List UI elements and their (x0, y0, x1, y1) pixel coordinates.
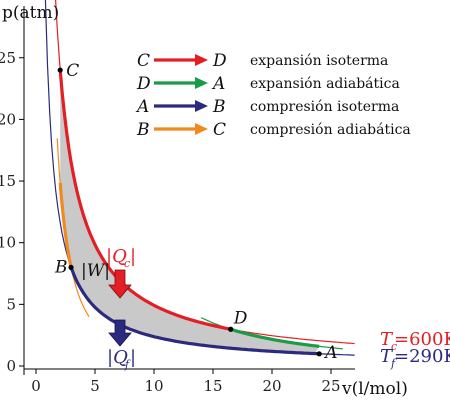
state-point-B (68, 264, 74, 270)
work-label: |W| (81, 261, 110, 281)
legend-arrowhead (195, 77, 208, 89)
y-axis-label: p(atm) (2, 3, 59, 23)
legend-to-D: D (212, 51, 227, 71)
legend-from-D: D (136, 74, 151, 94)
legend-arrowhead (195, 54, 208, 66)
y-tick-label: 0 (6, 357, 16, 375)
y-tick-label: 10 (0, 234, 16, 252)
heat-out-annotation: |Q f | (107, 319, 136, 371)
legend-label: expansión adiabática (250, 76, 400, 92)
legend-from-B: B (136, 120, 150, 140)
isotherm-label-cold: T f =290K (380, 346, 450, 370)
segment-A-B (69, 266, 320, 356)
legend-arrowhead (195, 123, 208, 135)
isotherm-cold-subscript: f (390, 357, 397, 370)
x-tick-label: 5 (90, 377, 100, 395)
qc-sub: c (124, 257, 130, 270)
qf-bar: | (130, 347, 136, 368)
isotherm-hot-value: =600K (394, 329, 450, 350)
isotherm-label-hot: T c =600K (380, 329, 450, 353)
x-tick-label: 15 (203, 377, 222, 395)
isotherm-hot-symbol: T (380, 329, 394, 350)
legend-from-A: A (135, 97, 149, 117)
state-point-C (57, 67, 63, 73)
x-tick-label: 0 (31, 377, 41, 395)
legend-to-B: B (212, 97, 226, 117)
legend-label: compresión isoterma (250, 99, 399, 115)
y-tick-label: 15 (0, 172, 16, 190)
heat-out-arrow (108, 319, 132, 347)
qc-main: |Q (106, 246, 127, 267)
state-point-A (316, 351, 322, 357)
isotherm-cold-symbol: T (380, 346, 394, 367)
qf-main: |Q (107, 347, 128, 368)
legend-from-C: C (137, 51, 150, 71)
qc-bar: | (130, 246, 136, 267)
segment-B-C (58, 182, 73, 268)
qf-sub: f (124, 358, 131, 371)
state-label-C: C (66, 61, 79, 81)
legend-label: expansión isoterma (250, 53, 388, 69)
state-label-B: B (54, 257, 68, 277)
y-tick-label: 25 (0, 49, 16, 67)
x-tick-label: 10 (144, 377, 163, 395)
legend-label: compresión adiabática (250, 122, 411, 138)
state-point-D (228, 326, 234, 332)
y-tick-label: 20 (0, 110, 16, 128)
x-axis-label: v(l/mol) (341, 379, 408, 399)
x-tick-label: 20 (262, 377, 281, 395)
state-label-A: A (323, 343, 337, 363)
state-label-D: D (233, 308, 248, 328)
heat-in-annotation: |Q c | (106, 246, 136, 299)
isotherm-cold-value: =290K (394, 346, 450, 367)
legend-arrowhead (195, 100, 208, 112)
legend-to-C: C (213, 120, 226, 140)
segment-C-D (58, 69, 231, 331)
y-tick-label: 5 (6, 295, 16, 313)
x-tick-label: 25 (321, 377, 340, 395)
heat-in-arrow (108, 269, 132, 299)
segment-D-A (230, 327, 320, 348)
legend-to-A: A (211, 74, 225, 94)
isotherm-hot-subscript: c (391, 340, 397, 353)
